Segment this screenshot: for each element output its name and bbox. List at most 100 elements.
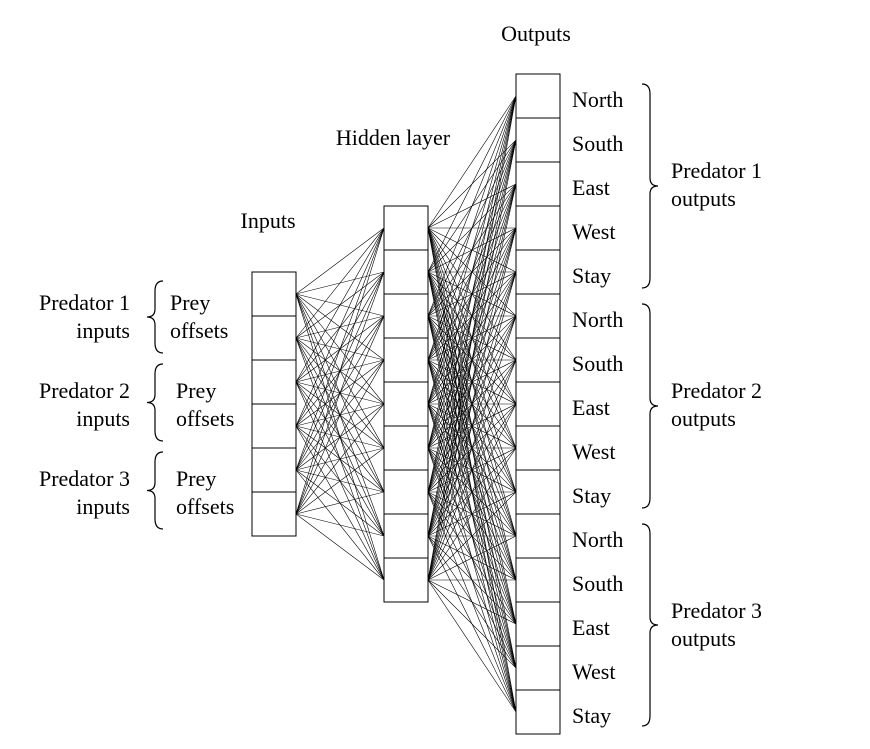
- output-action-label: West: [572, 219, 615, 244]
- hidden-output-connection: [427, 579, 517, 669]
- outputs-node: [515, 337, 561, 383]
- outputs-node: [515, 161, 561, 207]
- input-hidden-connection: [295, 491, 385, 515]
- input-hidden-connection: [295, 227, 385, 427]
- inputs-node: [251, 447, 297, 493]
- hidden-output-connection: [427, 579, 517, 713]
- hidden-output-connection: [427, 95, 517, 273]
- outputs-node: [515, 469, 561, 515]
- input-hidden-connection: [295, 315, 385, 515]
- layer-nodes: [251, 73, 561, 735]
- hidden-output-connection: [427, 535, 517, 581]
- predator-2-inputs-label-line1: Predator 2: [39, 378, 130, 403]
- hidden-output-connection: [427, 95, 517, 361]
- hidden-node: [383, 425, 429, 471]
- outputs-node: [515, 381, 561, 427]
- hidden-output-connection: [427, 271, 517, 581]
- output-action-label: Stay: [572, 263, 611, 288]
- inputs-node: [251, 403, 297, 449]
- output-action-label: West: [572, 439, 615, 464]
- output-action-label: South: [572, 351, 623, 376]
- hidden-node: [383, 249, 429, 295]
- input-hidden-connection: [295, 513, 385, 537]
- outputs-node: [515, 645, 561, 691]
- outputs-node: [515, 513, 561, 559]
- hidden-node: [383, 469, 429, 515]
- hidden-output-connection: [427, 95, 517, 449]
- predator-2-offset-label-line2: offsets: [176, 406, 234, 431]
- input-group-3: Predator 3 inputs Prey offsets: [39, 466, 234, 519]
- input-hidden-connection: [295, 227, 385, 295]
- hidden-output-connection: [427, 227, 517, 581]
- input-hidden-connection: [295, 271, 385, 515]
- hidden-node: [383, 381, 429, 427]
- inputs-header: Inputs: [241, 208, 296, 233]
- output-action-label: North: [572, 527, 623, 552]
- input-hidden-connection: [295, 359, 385, 515]
- hidden-layer-header: Hidden layer: [336, 125, 451, 150]
- predator-3-outputs-label-line2: outputs: [671, 626, 736, 651]
- hidden-output-connection: [427, 95, 517, 493]
- output-action-label: Stay: [572, 483, 611, 508]
- predator-2-outputs-label-line2: outputs: [671, 406, 736, 431]
- inputs-node: [251, 315, 297, 361]
- output-action-label: South: [572, 131, 623, 156]
- inputs-node: [251, 271, 297, 317]
- inputs-node: [251, 359, 297, 405]
- hidden-output-connection: [427, 95, 517, 405]
- input-group-2: Predator 2 inputs Prey offsets: [39, 378, 234, 431]
- outputs-node: [515, 249, 561, 295]
- inputs-node: [251, 491, 297, 537]
- output-action-label: West: [572, 659, 615, 684]
- outputs-header: Outputs: [501, 21, 571, 46]
- hidden-output-connection: [427, 139, 517, 581]
- predator-2-offset-label-line1: Prey: [176, 378, 216, 403]
- hidden-output-connection: [427, 491, 517, 581]
- predator-3-output-brace: [641, 523, 659, 727]
- input-hidden-connection: [295, 447, 385, 515]
- hidden-node: [383, 337, 429, 383]
- predator-1-offset-label-line2: offsets: [170, 318, 228, 343]
- predator-3-offset-label-line1: Prey: [176, 466, 216, 491]
- predator-2-output-brace: [641, 303, 659, 509]
- outputs-node: [515, 73, 561, 119]
- hidden-output-connection: [427, 95, 517, 537]
- input-hidden-connection: [295, 227, 385, 383]
- output-action-label: East: [572, 175, 610, 200]
- hidden-output-connection: [427, 95, 517, 581]
- hidden-output-connection: [427, 315, 517, 581]
- predator-1-outputs-label-line1: Predator 1: [671, 158, 762, 183]
- output-action-label: Stay: [572, 703, 611, 728]
- output-action-label: East: [572, 615, 610, 640]
- predator-3-input-brace: [146, 451, 164, 530]
- hidden-node: [383, 205, 429, 251]
- hidden-output-connection: [427, 359, 517, 581]
- outputs-node: [515, 425, 561, 471]
- output-action-label: North: [572, 307, 623, 332]
- input-hidden-connection: [295, 513, 385, 581]
- output-action-label: South: [572, 571, 623, 596]
- hidden-output-connection: [427, 95, 517, 229]
- outputs-node: [515, 205, 561, 251]
- predator-1-input-brace: [146, 280, 164, 354]
- input-hidden-connection: [295, 227, 385, 339]
- predator-1-inputs-label-line1: Predator 1: [39, 290, 130, 315]
- outputs-node: [515, 601, 561, 647]
- output-group-2-actions: North South East West Stay: [572, 307, 623, 508]
- input-group-1: Predator 1 inputs Prey offsets: [39, 290, 228, 343]
- hidden-output-connection: [427, 447, 517, 581]
- hidden-output-connection: [427, 183, 517, 581]
- output-group-3-actions: North South East West Stay: [572, 527, 623, 728]
- outputs-node: [515, 293, 561, 339]
- predator-1-output-brace: [641, 83, 659, 289]
- hidden-node: [383, 557, 429, 603]
- group-braces: [146, 83, 659, 727]
- predator-2-outputs-label-line1: Predator 2: [671, 378, 762, 403]
- output-action-label: North: [572, 87, 623, 112]
- hidden-output-connection: [427, 403, 517, 581]
- predator-3-offset-label-line2: offsets: [176, 494, 234, 519]
- predator-3-inputs-label-line2: inputs: [76, 494, 130, 519]
- predator-1-offset-label-line1: Prey: [170, 290, 210, 315]
- hidden-output-connection: [427, 95, 517, 317]
